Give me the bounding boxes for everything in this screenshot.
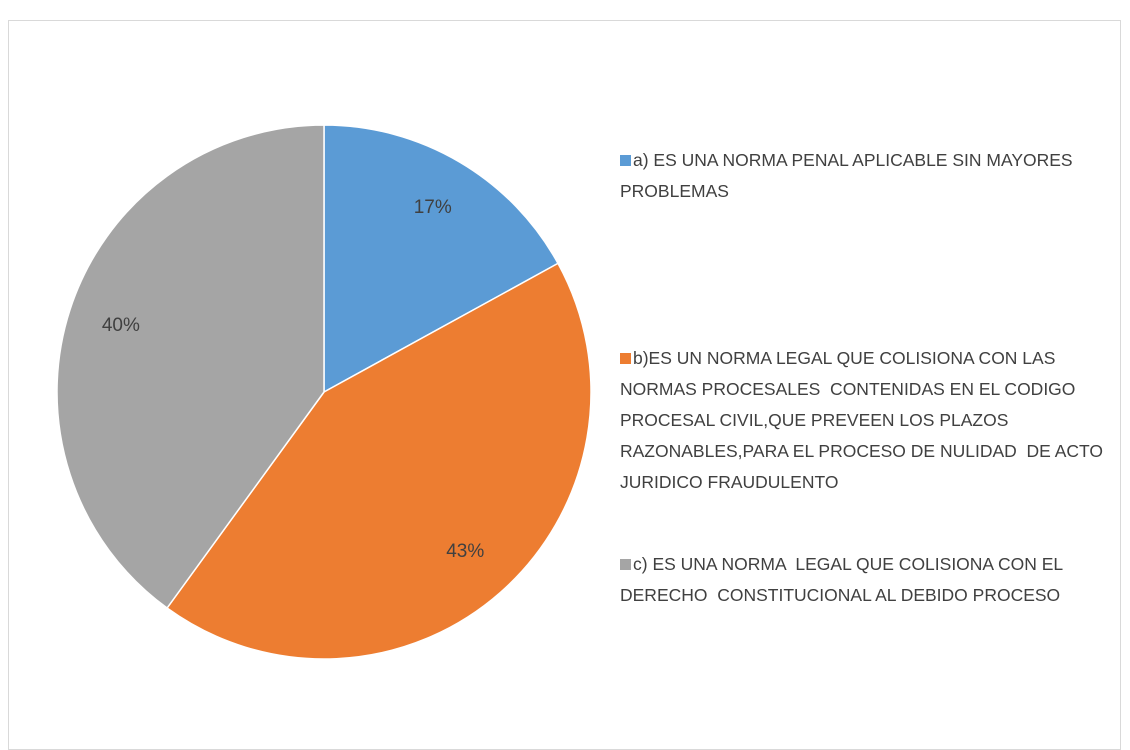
legend-item: c) ES UNA NORMA LEGAL QUE COLISIONA CON … (620, 549, 1110, 611)
pie-slice (56, 124, 325, 610)
pie-slice (323, 124, 559, 394)
legend-label: c) ES UNA NORMA LEGAL QUE COLISIONA CON … (620, 554, 1068, 605)
legend-swatch (620, 353, 631, 364)
legend-item: b)ES UN NORMA LEGAL QUE COLISIONA CON LA… (620, 343, 1110, 498)
data-label: 43% (446, 541, 484, 562)
data-label: 40% (102, 315, 140, 336)
legend-swatch (620, 559, 631, 570)
legend-label: b)ES UN NORMA LEGAL QUE COLISIONA CON LA… (620, 348, 1108, 492)
legend-label: a) ES UNA NORMA PENAL APLICABLE SIN MAYO… (620, 150, 1078, 201)
legend-item: a) ES UNA NORMA PENAL APLICABLE SIN MAYO… (620, 145, 1110, 207)
pie-slice (166, 262, 592, 660)
legend-swatch (620, 155, 631, 166)
data-label: 17% (414, 197, 452, 218)
